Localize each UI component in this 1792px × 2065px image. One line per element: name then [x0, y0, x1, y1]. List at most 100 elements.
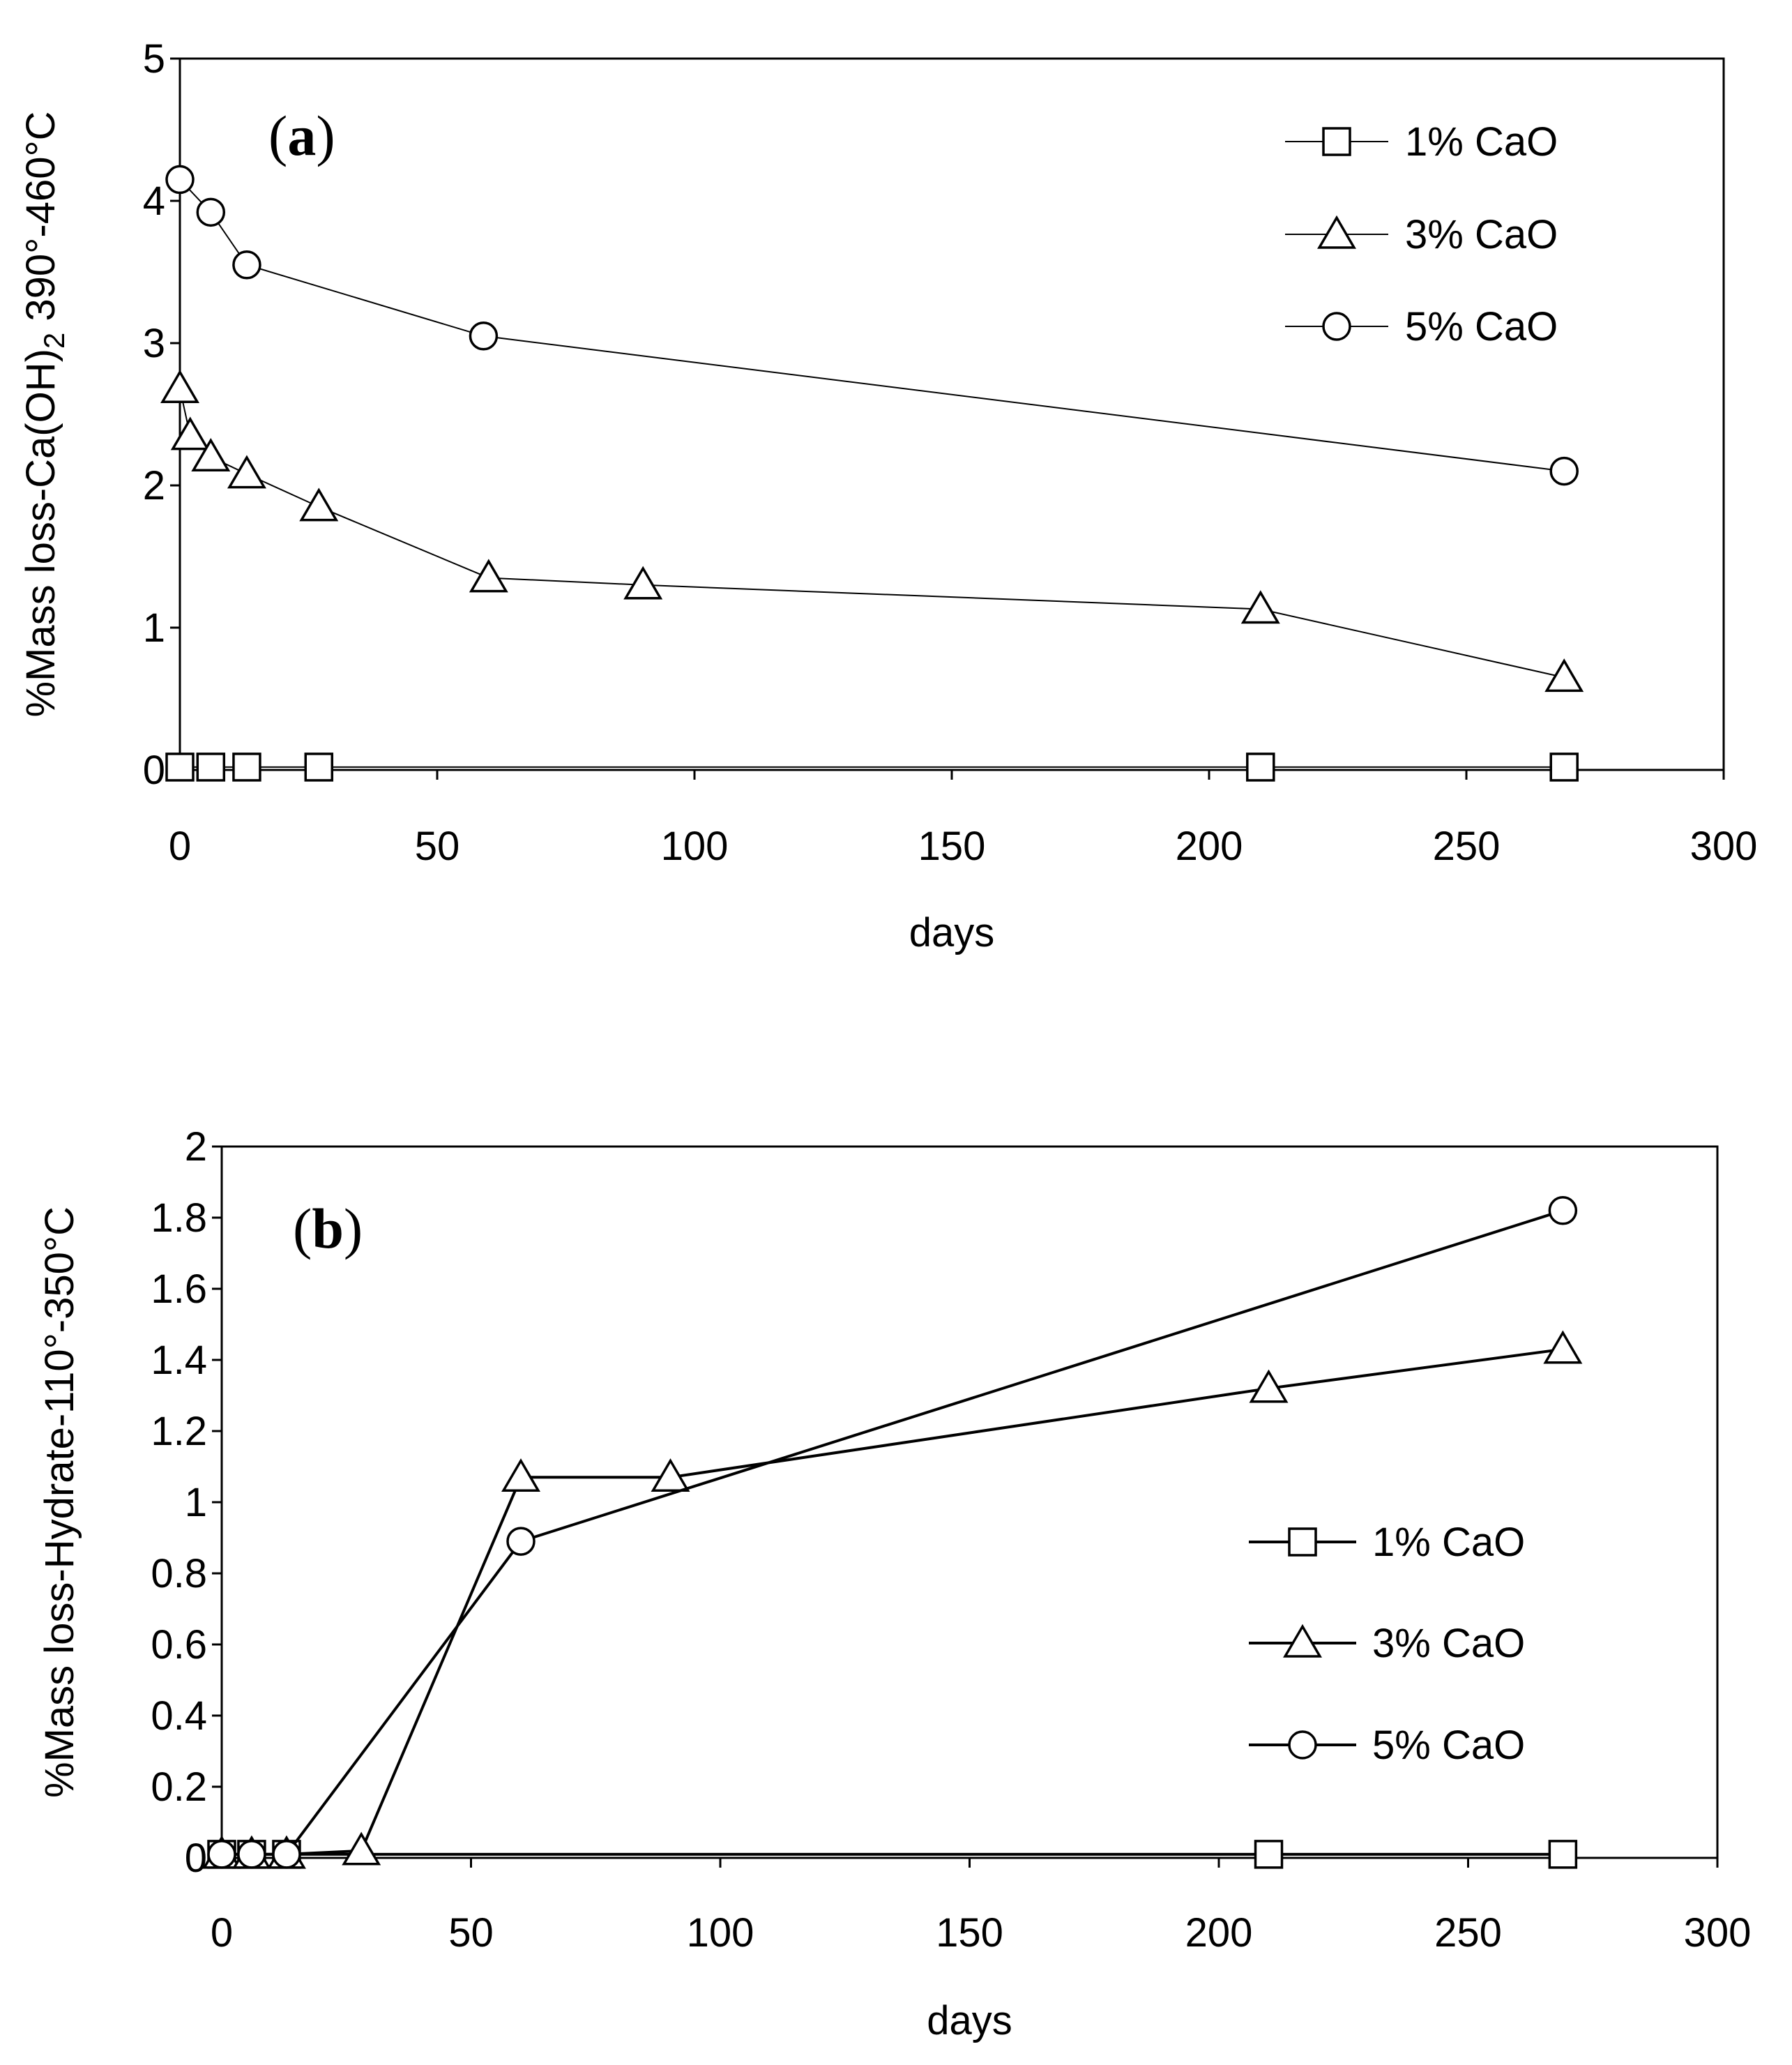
y-tick-label: 1	[185, 1480, 207, 1525]
y-tick-label: 0.2	[151, 1764, 207, 1810]
data-point-triangle	[1543, 1330, 1583, 1364]
data-point-circle	[232, 250, 261, 280]
series-line	[179, 179, 1565, 472]
x-tick-label: 100	[661, 824, 729, 869]
series-square	[207, 1840, 1578, 1869]
y-tick-label: 1	[143, 605, 165, 651]
data-point-triangle	[170, 416, 210, 451]
x-tick-label: 0	[169, 824, 191, 869]
legend-entry: 5% CaO	[1249, 1723, 1525, 1768]
data-point-square	[1254, 1840, 1284, 1869]
legend-label: 1% CaO	[1405, 119, 1558, 165]
legend-marker-square	[1288, 1527, 1317, 1557]
data-point-circle	[207, 1840, 236, 1869]
data-point-square	[1548, 1840, 1578, 1869]
panel-label-letter: b	[312, 1197, 344, 1260]
y-axis-title: %Mass loss-Hydrate-110°-350°C	[37, 1207, 82, 1798]
x-tick-label: 300	[1684, 1910, 1752, 1956]
data-point-square	[1246, 752, 1275, 782]
panel-label-letter: a	[287, 104, 316, 167]
x-tick-label: 200	[1185, 1910, 1253, 1956]
panel-label-close-paren: )	[316, 104, 335, 167]
x-tick-label: 50	[448, 1910, 494, 1956]
y-axis-title-tail: 390°-460°C	[18, 111, 63, 332]
series-line	[222, 1347, 1563, 1856]
data-point-circle	[237, 1840, 266, 1869]
data-point-triangle	[299, 487, 339, 522]
data-point-triangle	[227, 455, 266, 489]
data-point-triangle	[1544, 658, 1584, 693]
series-square	[165, 752, 1579, 782]
legend-marker-triangle	[1317, 215, 1356, 249]
legend-marker-circle	[1322, 312, 1351, 341]
x-tick-label: 150	[918, 824, 986, 869]
series-triangle	[160, 370, 1584, 693]
panel-label-open-paren: (	[293, 1197, 312, 1260]
series-line	[179, 388, 1565, 679]
data-point-square	[1549, 752, 1579, 782]
x-tick-label: 250	[1434, 1910, 1502, 1956]
x-tick-label: 200	[1176, 824, 1243, 869]
data-point-square	[196, 752, 226, 782]
data-point-circle	[196, 197, 226, 227]
legend-label: 3% CaO	[1372, 1621, 1525, 1666]
series-circle	[207, 1196, 1578, 1869]
y-axis-title-main: %Mass loss-Hydrate-110°-350°C	[37, 1207, 82, 1798]
data-point-triangle	[469, 559, 508, 593]
data-point-square	[304, 752, 334, 782]
y-axis-title-subscript: 2	[38, 333, 70, 349]
data-point-triangle	[623, 566, 663, 600]
legend-marker-square	[1322, 127, 1351, 156]
x-tick-label: 250	[1433, 824, 1501, 869]
legend-label: 5% CaO	[1372, 1723, 1525, 1768]
y-tick-label: 5	[143, 36, 165, 82]
panel-label: (a)	[268, 104, 335, 167]
y-axis-title-main: %Mass loss-Ca(OH)	[18, 349, 63, 718]
x-tick-label: 50	[415, 824, 460, 869]
data-point-circle	[506, 1527, 536, 1556]
data-point-triangle	[191, 437, 231, 471]
data-point-triangle	[651, 1458, 690, 1492]
y-axis-title: %Mass loss-Ca(OH)2 390°-460°C	[18, 111, 70, 717]
x-tick-label: 0	[211, 1910, 233, 1956]
x-tick-label: 300	[1690, 824, 1758, 869]
data-point-square	[232, 752, 261, 782]
data-point-triangle	[1240, 590, 1280, 624]
y-tick-label: 0	[143, 748, 165, 793]
data-point-circle	[1549, 456, 1579, 486]
y-tick-label: 0.6	[151, 1622, 207, 1667]
legend-entry: 3% CaO	[1249, 1621, 1525, 1666]
plot-area-frame	[179, 57, 1725, 771]
legend-marker-triangle	[1283, 1624, 1322, 1658]
data-point-triangle	[160, 370, 199, 404]
y-tick-label: 4	[143, 179, 165, 224]
legend-label: 5% CaO	[1405, 304, 1558, 349]
legend-entry: 1% CaO	[1249, 1520, 1525, 1565]
x-tick-label: 150	[936, 1910, 1003, 1956]
y-tick-label: 1.6	[151, 1266, 207, 1312]
panel-label: (b)	[293, 1197, 363, 1260]
y-tick-label: 0.4	[151, 1693, 207, 1739]
x-axis-title: days	[909, 910, 995, 955]
legend-entry: 3% CaO	[1285, 212, 1558, 257]
y-tick-label: 2	[185, 1124, 207, 1170]
panel-label-open-paren: (	[268, 104, 287, 167]
legend-label: 1% CaO	[1372, 1520, 1525, 1565]
data-point-triangle	[1249, 1369, 1289, 1403]
y-tick-label: 0.8	[151, 1551, 207, 1596]
y-tick-label: 1.4	[151, 1338, 207, 1383]
data-point-square	[165, 752, 195, 782]
data-point-circle	[272, 1840, 301, 1869]
y-tick-label: 1.8	[151, 1195, 207, 1241]
x-tick-label: 100	[687, 1910, 754, 1956]
series-triangle	[202, 1330, 1583, 1869]
data-point-circle	[165, 165, 195, 195]
legend-label: 3% CaO	[1405, 212, 1558, 257]
legend-entry: 5% CaO	[1285, 304, 1558, 349]
legend-entry: 1% CaO	[1285, 119, 1558, 165]
data-point-triangle	[501, 1458, 540, 1492]
data-point-triangle	[342, 1831, 381, 1866]
chart-panel-b: 0 50 100 150 200 250 300 0 0.2 0.4 0.6 0.8 1 1.2 1.4 1.…	[37, 1124, 1751, 2043]
y-tick-label: 1.2	[151, 1409, 207, 1454]
